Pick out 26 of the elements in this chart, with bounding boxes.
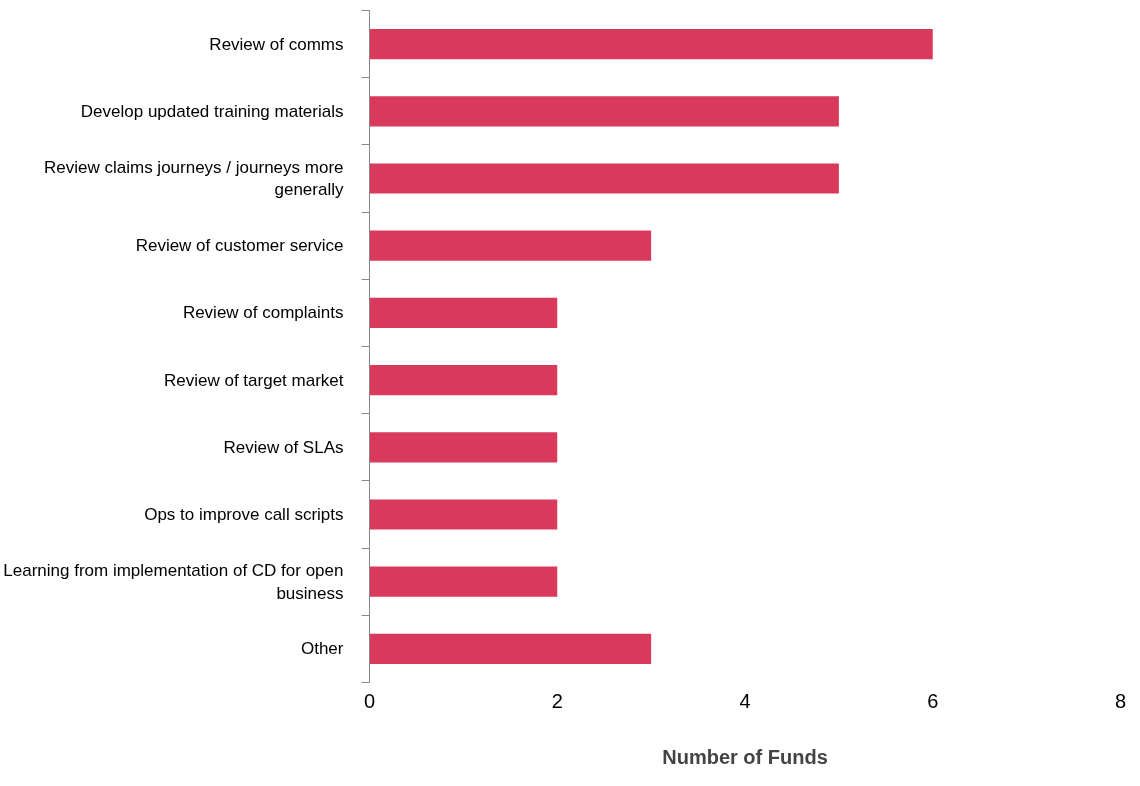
- y-tick-label: Review claims journeys / journeys more generally: [44, 157, 344, 200]
- bar: [369, 432, 558, 463]
- bar: [369, 230, 652, 261]
- x-tick-label: 2: [551, 689, 563, 712]
- bar: [369, 96, 839, 127]
- y-tick-label: Develop updated training materials: [80, 101, 344, 121]
- y-tick-label: Learning from implementation of CD for open business: [3, 560, 344, 603]
- bar: [369, 297, 558, 329]
- bar: [369, 633, 652, 665]
- bar: [369, 566, 558, 597]
- bar: [369, 499, 558, 530]
- bar: [369, 163, 839, 194]
- y-tick-label: Review of target market: [163, 370, 344, 390]
- y-tick-label: Other: [300, 639, 344, 659]
- x-tick-label: 6: [927, 689, 939, 712]
- y-tick-label: Review of SLAs: [223, 437, 344, 457]
- x-axis-title: Number of Funds: [662, 745, 828, 768]
- bar: [369, 28, 933, 60]
- x-tick-label: 8: [1114, 689, 1127, 712]
- x-tick-label: 0: [363, 689, 376, 712]
- bar: [369, 364, 558, 396]
- y-tick-label: Review of comms: [209, 34, 344, 54]
- y-tick-label: Review of complaints: [182, 303, 344, 323]
- y-tick-label: Review of customer service: [135, 236, 344, 256]
- y-tick-label: Ops to improve call scripts: [144, 505, 344, 524]
- x-tick-label: 4: [739, 689, 751, 712]
